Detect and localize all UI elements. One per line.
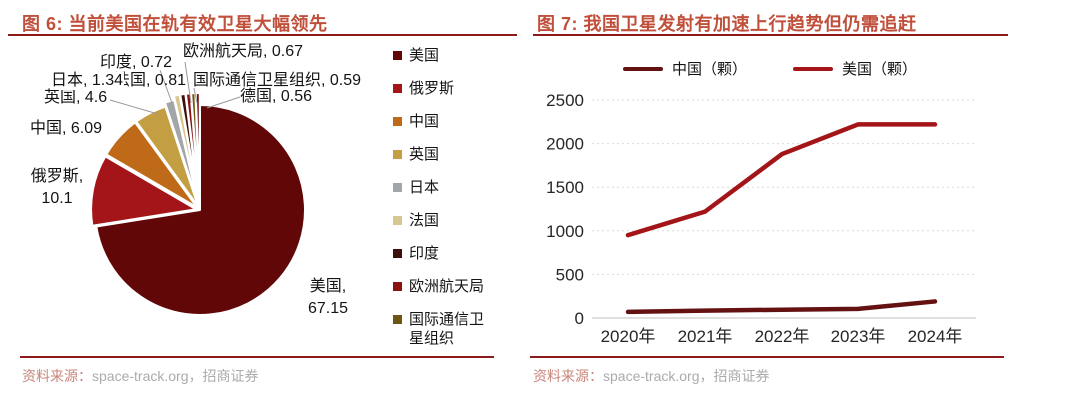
legend-item: 美国（颗） [793,58,917,79]
figure7-panel: 图 7: 我国卫星发射有加速上行趋势但仍需追赶 中国（颗） 美国（颗） 0 500 1… [530,0,1080,400]
leader-line-esa [184,61,192,104]
legend-label: 日本 [409,179,440,196]
pie-slice-1 [90,155,198,227]
legend-swatch [393,183,402,192]
leader-line-india [159,69,173,104]
legend-line-swatch [793,66,833,71]
y-tick-label: 1000 [546,222,584,241]
y-tick-label: 2000 [546,135,584,154]
legend-swatch [393,150,402,159]
source-prefix: 资料来源： [533,368,603,384]
legend-label: 俄罗斯 [409,80,455,97]
legend-label: 法国 [409,212,440,229]
pie-label-india: 印度, 0.72 [100,54,173,71]
legend-swatch [393,117,402,126]
pie-slice-9 [194,92,201,200]
pie-chart [90,61,306,316]
legend-label: 英国 [409,146,440,163]
leader-line-uk [109,99,159,115]
leader-line-intelsat [193,87,198,104]
legend-item: 美国 [393,46,494,65]
x-tick-label: 2024年 [908,327,963,346]
legend-label: 中国 [409,113,440,130]
legend-item: 中国 [393,112,494,131]
figure7-source: 资料来源：space-track.org，招商证券 [533,366,769,386]
pie-slice-2 [105,121,199,209]
pie-legend: 美国俄罗斯中国英国日本法国印度欧洲航天局国际通信卫星组织 [393,46,494,348]
figure6-title: 图 6: 当前美国在轨有效卫星大幅领先 [22,14,328,34]
y-tick-label: 500 [556,265,584,284]
pie-label-usa-value: 67.15 [307,300,349,317]
pie-label-esa: 欧洲航天局, 0.67 [183,43,304,60]
y-tick-label: 0 [575,309,584,328]
source-prefix: 资料来源： [22,368,92,384]
legend-label: 国际通信卫星组织 [409,311,485,347]
pie-label-japan: 日本, 1.34 [50,72,125,90]
x-tick-label: 2021年 [678,327,733,346]
legend-line-swatch [622,66,663,71]
pie-label-france: 法国, 0.81 [114,72,187,89]
y-tick-label: 2500 [546,91,584,110]
legend-item: 俄罗斯 [393,79,494,98]
figure6-panel: 图 6: 当前美国在轨有效卫星大幅领先 印度, 0.72 欧洲航天局, 0.67… [0,0,530,400]
source-text: space-track.org，招商证券 [92,368,259,384]
legend-item: 英国 [393,145,494,164]
x-tick-label: 2022年 [755,327,810,346]
legend-label: 印度 [409,245,440,262]
legend-swatch [393,84,402,93]
pie-label-russia: 俄罗斯, 10.1 [24,168,90,208]
pie-label-russia-value: 10.1 [41,190,73,207]
pie-label-china: 中国, 6.09 [30,120,103,137]
x-tick-label: 2023年 [831,327,886,346]
pie-label-germany: 德国, 0.56 [240,88,313,105]
pie-label-intelsat: 国际通信卫星组织, 0.59 [193,72,362,89]
legend-swatch [393,51,402,60]
pie-slice-0 [95,104,306,316]
figure7-bottom-rule [530,356,1004,358]
figure7-title: 图 7: 我国卫星发射有加速上行趋势但仍需追赶 [537,14,917,34]
legend-label: 中国（颗） [671,61,747,78]
leader-line-germany [206,96,241,109]
x-tick-label: 2020年 [601,327,656,346]
legend-swatch [393,282,402,291]
pie-label-uk: 英国, 4.6 [44,89,108,106]
pie-label-russia-name: 俄罗斯, [30,168,84,185]
legend-item: 印度 [393,244,494,263]
legend-swatch [393,216,402,225]
y-tick-label: 1500 [546,178,584,197]
legend-label: 美国 [409,47,440,64]
line-chart: 0 500 1000 1500 2000 2500 2020年 2021年 2022年 2023年… [546,91,976,346]
figure6-bottom-rule [20,356,494,358]
figure6-title-rule [8,34,517,36]
legend-item: 法国 [393,211,494,230]
legend-label: 美国（颗） [842,61,918,78]
legend-item: 国际通信卫星组织 [393,310,494,348]
line-series-1 [625,122,938,238]
legend-item: 欧洲航天局 [393,277,494,296]
pie-label-usa: 美国, 67.15 [296,278,360,318]
figure7-title-rule [533,34,1008,36]
legend-swatch [393,249,402,258]
line-series-0 [625,299,938,315]
legend-swatch [393,315,402,324]
figure6-source: 资料来源：space-track.org，招商证券 [22,366,258,386]
legend-item: 日本 [393,178,494,197]
legend-item: 中国（颗） [622,58,747,79]
source-text: space-track.org，招商证券 [603,368,770,384]
legend-label: 欧洲航天局 [409,278,485,295]
pie-label-usa-name: 美国, [309,278,347,295]
line-chart-legend: 中国（颗） 美国（颗） [530,58,1010,79]
